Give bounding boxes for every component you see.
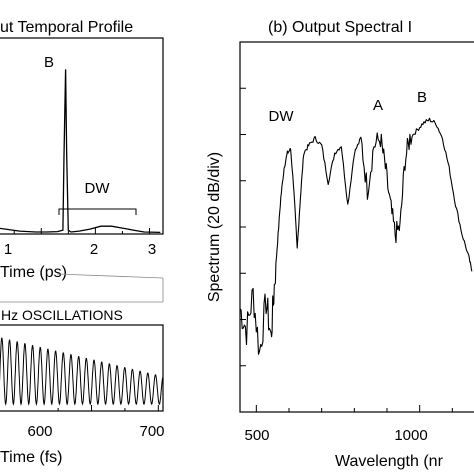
panel-a-series-line — [0, 69, 161, 234]
panel-inset-xlabel: Time (fs) — [0, 449, 63, 466]
panel-inset-xtick-label: 700 — [139, 423, 164, 440]
panel-b-tick-marks — [240, 41, 453, 413]
panel-inset-xtick-label: 600 — [27, 423, 52, 440]
panel-a-annotation-dw: DW — [85, 180, 111, 197]
panel-a-plot-frame — [0, 37, 164, 235]
panel-b-ylabel: Spectrum (20 dB/div) — [206, 152, 223, 302]
panel-a-xtick-label: 1 — [4, 241, 12, 258]
panel-a-dw-bracket — [58, 208, 137, 215]
panel-a-xtick-labels: 1 2 3 — [4, 241, 156, 258]
panel-b-plot-frame — [239, 41, 474, 413]
panel-a-title: ut Temporal Profile — [0, 19, 133, 36]
panel-b-xtick-label: 1000 — [394, 427, 427, 444]
panel-b-annotation-dw: DW — [269, 108, 295, 125]
panel-b-xtick-labels: 500 1000 — [244, 427, 427, 444]
panel-a-xlabel: Time (ps) — [0, 264, 67, 281]
panel-inset-xtick-labels: 600 700 — [27, 423, 164, 440]
panel-b-series-line — [239, 117, 473, 355]
panel-inset-series-line — [0, 337, 164, 407]
panel-inset-title: Hz OSCILLATIONS — [1, 307, 123, 323]
panel-b-title: (b) Output Spectral I — [268, 19, 412, 36]
panel-a-annotation-b: B — [44, 54, 54, 71]
panel-output-spectrum: (b) Output Spectral I 500 1000 Wavelengt… — [206, 19, 474, 470]
panel-inset-tick-marks — [57, 405, 159, 411]
panel-a-tick-marks — [13, 228, 150, 234]
zoom-connector — [0, 273, 164, 303]
panel-a-xtick-label: 2 — [90, 241, 98, 258]
panel-b-annotation-a: A — [373, 97, 383, 114]
panel-oscillations: Hz OSCILLATIONS 600 700 Time (fs) — [0, 307, 165, 466]
panel-inset-frame — [0, 324, 164, 412]
panel-b-annotation-b: B — [417, 89, 427, 106]
panel-b-xlabel: Wavelength (nr — [335, 453, 444, 470]
panel-b-xtick-label: 500 — [244, 427, 269, 444]
panel-a-xtick-label: 3 — [148, 241, 156, 258]
panel-temporal-profile: ut Temporal Profile 1 2 3 Time (ps) B DW — [0, 19, 164, 281]
